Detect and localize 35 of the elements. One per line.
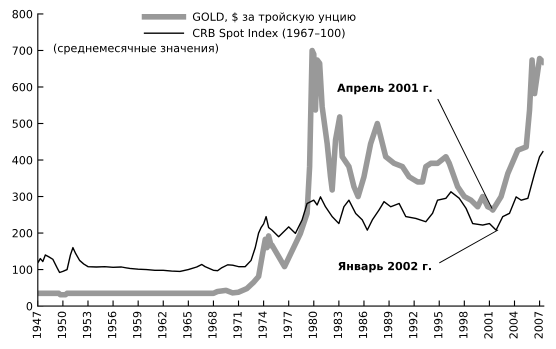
x-tick-label: 1995	[434, 312, 442, 338]
x-tick-label: 1992	[408, 312, 418, 338]
x-tick-label: 1962	[158, 312, 166, 338]
x-tick-label: 1977	[284, 312, 292, 338]
x-tick-label: 1989	[384, 312, 392, 338]
x-tick-label: 2001	[484, 312, 493, 338]
legend-label: GOLD, $ за тройскую унцию	[192, 12, 356, 24]
x-tick-label: 1950	[58, 312, 66, 338]
x-tick-label: 1965	[183, 312, 192, 338]
x-tick-label: 1998	[459, 312, 468, 338]
annotation: Январь 2002 г.	[338, 262, 431, 272]
annotation: (среднемесячные значения)	[54, 44, 218, 54]
y-tick-label: 0	[26, 302, 32, 310]
x-tick-label: 1971	[233, 312, 242, 338]
y-tick-label: 700	[12, 46, 32, 55]
x-tick-label: 1986	[358, 312, 368, 338]
x-tick-label: 1980	[308, 312, 318, 338]
y-tick-label: 300	[12, 192, 32, 201]
x-tick-label: 1983	[334, 312, 342, 338]
x-tick-label: 1959	[132, 312, 142, 338]
x-tick-label: 1953	[82, 312, 92, 338]
x-tick-label: 1968	[208, 312, 217, 338]
x-tick-label: 1947	[32, 312, 42, 338]
x-tick-label: 2007	[534, 312, 543, 338]
y-tick-label: 500	[12, 119, 32, 128]
y-tick-label: 400	[12, 156, 32, 164]
x-tick-label: 2004	[509, 312, 518, 338]
y-tick-label: 100	[12, 266, 32, 274]
y-tick-label: 600	[12, 82, 32, 92]
y-tick-label: 800	[12, 10, 32, 18]
x-tick-label: 1974	[258, 312, 267, 338]
x-tick-label: 1956	[108, 312, 116, 338]
y-tick-label: 200	[12, 229, 32, 238]
legend-label: CRB Spot Index (1967–100)	[192, 28, 345, 40]
annotation: Апрель 2001 г.	[337, 84, 432, 94]
